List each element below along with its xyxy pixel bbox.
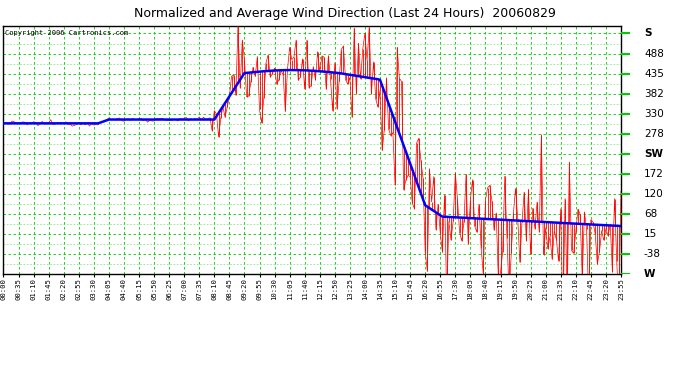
Text: 172: 172	[644, 169, 664, 179]
Text: 68: 68	[644, 209, 657, 219]
Text: 330: 330	[644, 109, 664, 119]
Text: 278: 278	[644, 129, 664, 139]
Text: -38: -38	[644, 249, 661, 259]
Text: 120: 120	[644, 189, 664, 199]
Text: 435: 435	[644, 69, 664, 79]
Text: 488: 488	[644, 49, 664, 58]
Text: Copyright 2006 Cartronics.com: Copyright 2006 Cartronics.com	[6, 30, 128, 36]
Text: W: W	[644, 269, 655, 279]
Text: 382: 382	[644, 89, 664, 99]
Text: Normalized and Average Wind Direction (Last 24 Hours)  20060829: Normalized and Average Wind Direction (L…	[134, 8, 556, 21]
Text: S: S	[644, 28, 651, 39]
Text: SW: SW	[644, 149, 663, 159]
Text: 15: 15	[644, 229, 657, 239]
